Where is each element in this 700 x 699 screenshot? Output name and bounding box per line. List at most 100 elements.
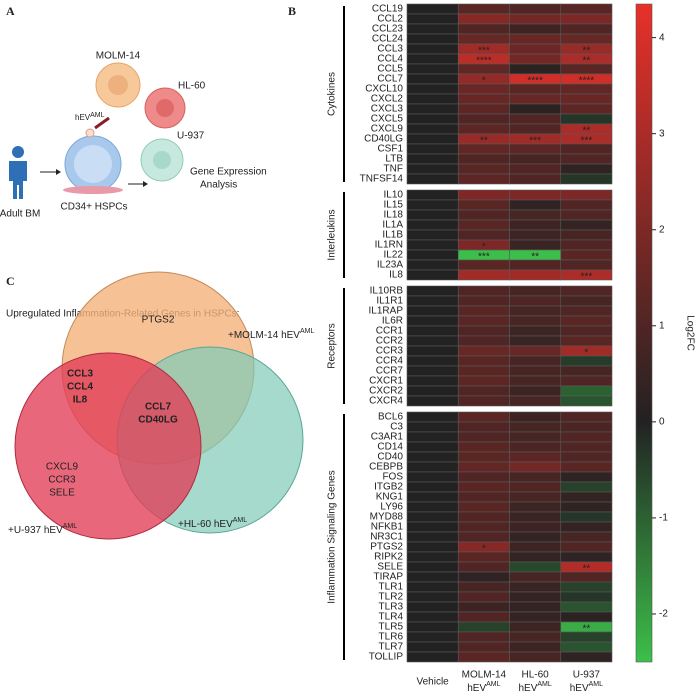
heat-cell (457, 375, 510, 387)
significance: ** (582, 46, 590, 57)
heat-cell (406, 601, 459, 613)
row-label: TNFSF14 (360, 174, 404, 185)
row-label: NR3C1 (370, 532, 403, 543)
heat-cell (406, 315, 459, 327)
heat-cell (509, 345, 562, 357)
heat-cell (406, 631, 459, 643)
heat-cell (406, 123, 459, 135)
heat-cell (457, 501, 510, 513)
heat-cell (457, 33, 510, 45)
row-label: CCL2 (377, 14, 403, 25)
heat-cell (560, 209, 613, 221)
significance: ** (582, 126, 590, 137)
heat-cell (560, 441, 613, 453)
heat-cell (509, 189, 562, 201)
heat-cell (406, 335, 459, 347)
row-label: LY96 (380, 502, 403, 513)
heat-cell (406, 395, 459, 407)
panel-label: B (288, 4, 296, 18)
column-ev: hEV (467, 683, 486, 694)
heat-cell (560, 375, 613, 387)
heat-cell (509, 441, 562, 453)
set-sup: AML (63, 523, 78, 530)
row-label: CCR3 (376, 346, 404, 357)
heat-cell (560, 173, 613, 185)
heat-cell (457, 621, 510, 633)
cell-label: MOLM-14 (96, 51, 141, 62)
heat-cell (457, 23, 510, 35)
heat-cell (509, 461, 562, 473)
heat-cell (457, 571, 510, 583)
heat-cell (560, 23, 613, 35)
row-label: IL6R (382, 316, 403, 327)
row-label: C3AR1 (371, 432, 404, 443)
heat-cell (457, 521, 510, 533)
heat-cell (457, 365, 510, 377)
heat-cell (406, 285, 459, 297)
set-text: +U-937 hEV (8, 525, 63, 536)
significance: * (482, 242, 486, 253)
heat-cell (560, 113, 613, 125)
row-label: KNG1 (376, 492, 404, 503)
heat-cell (406, 73, 459, 85)
heat-cell (457, 103, 510, 115)
heat-cell (457, 3, 510, 15)
heat-cell (457, 285, 510, 297)
heat-cell (457, 163, 510, 175)
heat-cell (406, 471, 459, 483)
heat-cell (406, 33, 459, 45)
heat-cell (457, 355, 510, 367)
row-label: RIPK2 (374, 552, 403, 563)
row-label: CXCL2 (371, 94, 404, 105)
heat-cell (509, 315, 562, 327)
heat-cell (457, 395, 510, 407)
heat-cell (560, 335, 613, 347)
column-sup: AML (537, 681, 552, 688)
heat-cell (457, 199, 510, 211)
heat-cell (509, 375, 562, 387)
row-label: MYD88 (370, 512, 404, 523)
heat-cell (509, 103, 562, 115)
heat-cell (560, 521, 613, 533)
heat-cell (560, 481, 613, 493)
heat-cell (509, 631, 562, 643)
heat-cell (457, 209, 510, 221)
heat-cell (457, 591, 510, 603)
heat-cell (560, 601, 613, 613)
heat-cell (406, 229, 459, 241)
heat-cell (509, 305, 562, 317)
heat-cell (560, 103, 613, 115)
heat-cell (509, 173, 562, 185)
heat-cell (509, 491, 562, 503)
significance: ** (582, 56, 590, 67)
heat-cell (509, 611, 562, 623)
heat-cell (406, 651, 459, 663)
row-label: CCL23 (372, 24, 404, 35)
venn (14, 271, 304, 540)
heat-cell (406, 521, 459, 533)
heat-cell (457, 411, 510, 423)
heat-cell (457, 421, 510, 433)
heat-cell (560, 511, 613, 523)
row-label: IL1R1 (376, 296, 403, 307)
heat-cell (509, 355, 562, 367)
heat-cell (560, 93, 613, 105)
venn-gene: CCL7 (145, 402, 172, 413)
significance: ** (582, 624, 590, 635)
heat-cell (406, 511, 459, 523)
heat-cell (560, 551, 613, 563)
row-label: CXCR1 (369, 376, 403, 387)
heat-cell (457, 531, 510, 543)
heat-cell (457, 189, 510, 201)
row-label: FOS (382, 472, 403, 483)
ev-text: hEV (75, 113, 91, 122)
heat-cell (509, 651, 562, 663)
heat-cell (560, 395, 613, 407)
colorbar-tick-label: 0 (659, 416, 665, 427)
heat-cell (406, 63, 459, 75)
row-label: TNF (384, 164, 403, 175)
set-sup: AML (233, 517, 248, 524)
row-label: CCR4 (376, 356, 404, 367)
row-label: CCL19 (372, 4, 404, 15)
